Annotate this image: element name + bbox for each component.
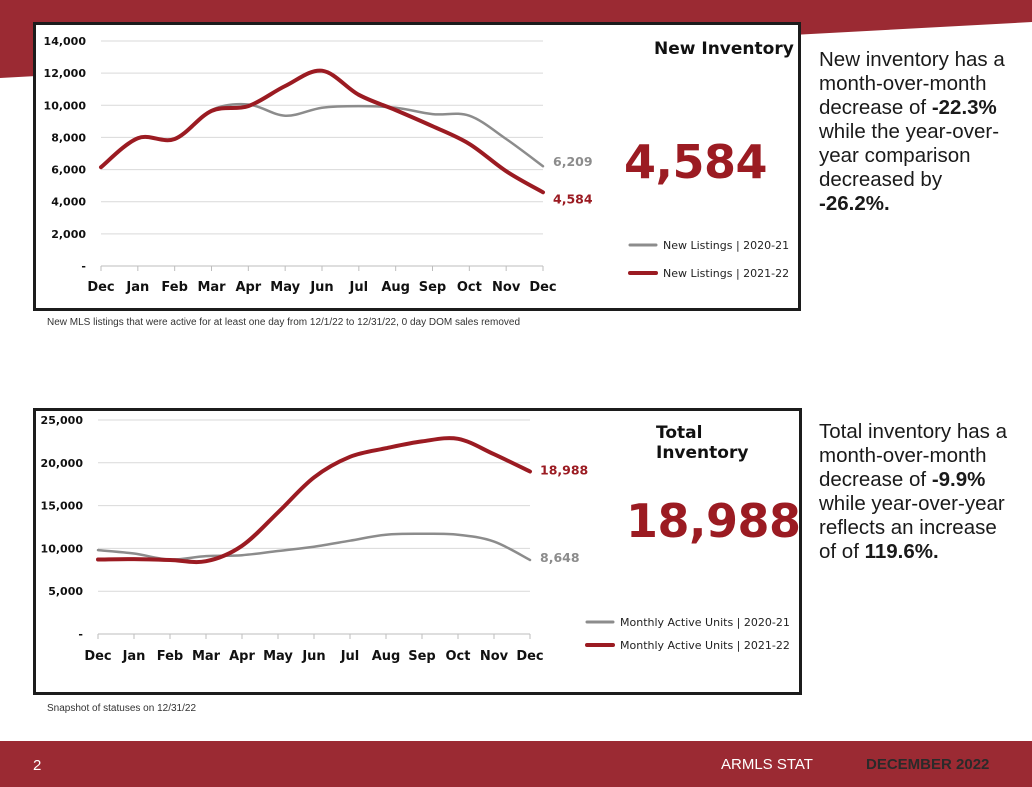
y-tick-label: - [78, 628, 83, 641]
yoy-change: -26.2% [819, 192, 884, 215]
x-tick-label: Oct [446, 649, 471, 664]
y-tick-label: 15,000 [41, 500, 84, 513]
legend-label: New Listings | 2021-22 [663, 267, 789, 280]
series-line [96, 436, 532, 565]
x-tick-label: Dec [516, 649, 543, 664]
x-tick-label: Jun [301, 649, 325, 664]
footer-band [0, 741, 1032, 787]
series-line [96, 532, 532, 562]
chart-title: New Inventory [654, 39, 794, 59]
y-tick-label: 10,000 [44, 99, 87, 112]
x-tick-label: Dec [529, 280, 556, 295]
x-tick-label: Apr [229, 649, 255, 664]
summary-period: . [933, 540, 939, 563]
x-tick-label: Feb [157, 649, 183, 664]
x-tick-label: Sep [408, 649, 436, 664]
summary-text: while the year-over-year comparison decr… [819, 120, 1000, 191]
x-tick-label: Oct [457, 280, 482, 295]
yoy-change: 119.6% [864, 540, 933, 563]
x-tick-label: Sep [419, 280, 447, 295]
legend-label: New Listings | 2020-21 [663, 239, 789, 252]
x-tick-label: Feb [161, 280, 187, 295]
series-line [99, 102, 545, 168]
end-value-label: 8,648 [540, 550, 580, 565]
x-tick-label: Dec [84, 649, 111, 664]
end-value-label: 18,988 [540, 462, 588, 477]
y-tick-label: 12,000 [44, 67, 87, 80]
x-tick-label: Dec [87, 280, 114, 295]
y-tick-label: 5,000 [48, 585, 83, 598]
y-tick-label: 20,000 [41, 457, 84, 470]
y-tick-label: 25,000 [41, 414, 84, 427]
total-inventory-summary: Total inventory has a month-over-month d… [819, 420, 1009, 564]
x-tick-label: Aug [372, 649, 401, 664]
series-line [99, 68, 545, 195]
new-inventory-summary: New inventory has a month-over-month dec… [819, 48, 1009, 216]
headline-number: 18,988 [626, 494, 801, 548]
x-tick-label: Mar [192, 649, 221, 664]
y-tick-label: 10,000 [41, 542, 84, 555]
chart-title: Total Inventory [656, 423, 749, 463]
y-tick-label: 14,000 [44, 35, 87, 48]
x-tick-label: Nov [480, 649, 509, 664]
chart-note: Snapshot of statuses on 12/31/22 [47, 703, 196, 714]
x-tick-label: Jun [309, 280, 333, 295]
legend-label: Monthly Active Units | 2021-22 [620, 639, 790, 652]
new-inventory-plot: - 2,000 4,000 6,000 8,000 10,000 12,000 14,000 D… [44, 35, 790, 295]
footer-date: DECEMBER 2022 [866, 756, 990, 773]
y-tick-label: 8,000 [51, 131, 86, 144]
y-tick-label: 4,000 [51, 196, 86, 209]
x-tick-label: Jul [349, 280, 369, 295]
end-value-label: 4,584 [553, 191, 593, 206]
summary-text: while year-over-year reflects an increas… [819, 492, 1005, 563]
x-tick-label: Aug [381, 280, 410, 295]
x-tick-label: May [263, 649, 293, 664]
y-tick-label: - [81, 260, 86, 273]
x-tick-label: Jan [122, 649, 146, 664]
total-inventory-chart: - 5,000 10,000 15,000 20,000 25,000 Dec Jan Feb M… [33, 408, 802, 695]
x-tick-label: Jul [340, 649, 360, 664]
mom-change: -22.3% [931, 96, 997, 119]
x-tick-label: Apr [235, 280, 261, 295]
footer-brand: ARMLS STAT [721, 756, 813, 773]
x-tick-label: Mar [197, 280, 226, 295]
legend-label: Monthly Active Units | 2020-21 [620, 616, 790, 629]
end-value-label: 6,209 [553, 154, 593, 169]
total-inventory-plot: - 5,000 10,000 15,000 20,000 25,000 Dec Jan Feb M… [41, 414, 790, 664]
headline-number: 4,584 [624, 135, 768, 189]
summary-text: New inventory has a month-over-month dec… [819, 48, 1005, 119]
x-tick-label: May [270, 280, 300, 295]
x-tick-label: Nov [492, 280, 521, 295]
summary-period: . [883, 192, 890, 215]
mom-change: -9.9% [931, 468, 986, 491]
summary-text: Total inventory has a month-over-month d… [819, 420, 1008, 491]
y-tick-label: 6,000 [51, 164, 86, 177]
chart-note: New MLS listings that were active for at… [47, 317, 521, 328]
y-tick-label: 2,000 [51, 228, 86, 241]
x-tick-label: Jan [125, 280, 149, 295]
page-number: 2 [33, 757, 42, 774]
new-inventory-chart: - 2,000 4,000 6,000 8,000 10,000 12,000 14,000 D… [33, 22, 801, 311]
